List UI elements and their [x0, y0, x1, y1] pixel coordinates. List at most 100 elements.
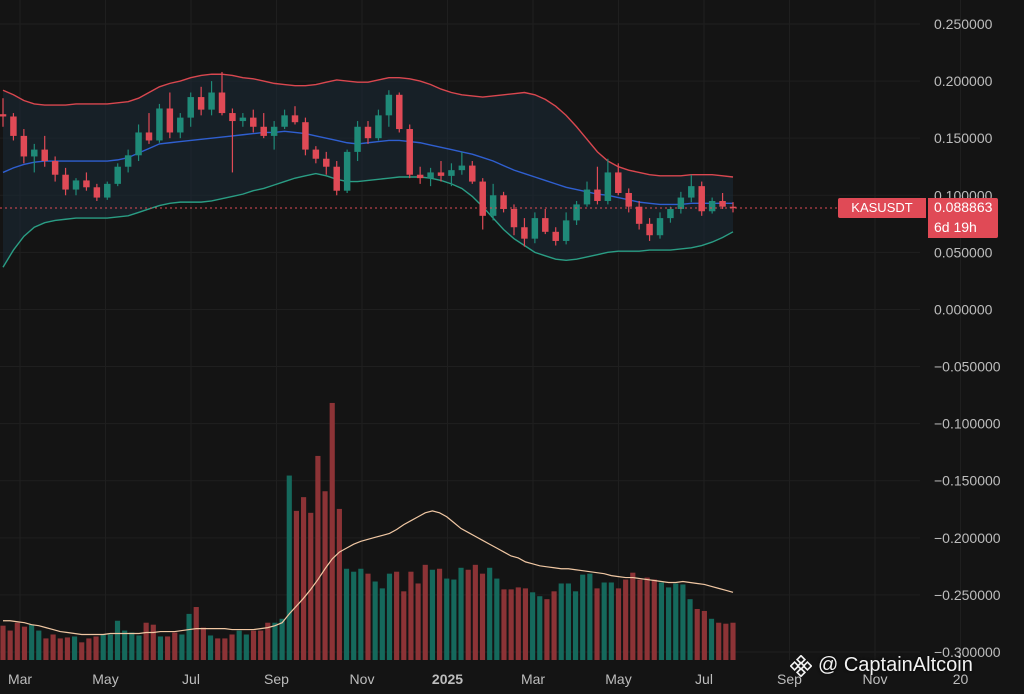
candle: [677, 191, 685, 214]
candle: [135, 124, 142, 162]
volume-bar: [394, 571, 400, 660]
candle: [0, 98, 7, 127]
volume-bar: [630, 572, 636, 660]
candle: [166, 92, 174, 139]
bollinger-upper-line: [2, 73, 734, 178]
volume-bar: [422, 564, 428, 660]
volume-bar: [365, 573, 371, 660]
volume-bar: [129, 632, 135, 660]
x-tick-label: Mar: [521, 671, 545, 687]
volume-bar: [487, 567, 493, 660]
x-tick-label: Sep: [264, 671, 289, 687]
bollinger-bands: [2, 73, 734, 268]
candle: [573, 200, 580, 225]
time-axis[interactable]: Mar May Jul Sep Nov 2025 Mar May Jul Sep Nov 20: [8, 671, 969, 687]
volume-bar: [694, 608, 700, 660]
volume-bar: [730, 622, 736, 660]
x-tick-label: Mar: [8, 671, 32, 687]
volume-bar: [615, 588, 622, 660]
volume-bar: [658, 582, 665, 660]
y-tick-label: −0.300000: [934, 644, 1001, 660]
candle: [312, 146, 320, 164]
volume-panel: [0, 402, 736, 660]
volume-bar: [608, 582, 614, 660]
y-tick-label: −0.100000: [934, 416, 1001, 432]
volume-bar: [200, 627, 206, 660]
candle: [448, 163, 455, 187]
volume-bar: [93, 636, 99, 660]
volume-bar: [358, 568, 364, 660]
candle: [20, 129, 28, 164]
price-axis[interactable]: 0.2500000.2000000.1500000.1000000.050000…: [934, 16, 1001, 660]
volume-bar: [429, 569, 435, 660]
y-tick-label: 0.150000: [934, 130, 993, 146]
volume-bar: [315, 455, 321, 660]
volume-bar: [86, 638, 92, 660]
candle: [427, 167, 434, 187]
candle: [479, 178, 486, 230]
candle: [625, 188, 632, 213]
volume-bar: [544, 599, 550, 660]
volume-bar: [515, 587, 521, 660]
volume-bar: [172, 632, 178, 660]
volume-bar: [601, 582, 607, 660]
volume-bar: [7, 630, 13, 660]
candle: [343, 149, 351, 193]
volume-bar: [651, 579, 657, 660]
x-tick-label: Nov: [350, 671, 375, 687]
volume-bar: [336, 508, 342, 660]
candle: [218, 71, 226, 116]
x-tick-label: Sep: [777, 671, 802, 687]
candle: [604, 158, 612, 205]
y-tick-label: −0.200000: [934, 530, 1001, 546]
candle: [62, 167, 69, 196]
volume-bar: [522, 588, 529, 660]
watermark-text: @ CaptainAltcoin: [818, 654, 973, 676]
volume-bar: [329, 402, 335, 660]
volume-bar: [401, 591, 407, 660]
volume-bar: [594, 588, 600, 660]
volume-bar: [279, 618, 285, 660]
candle: [594, 166, 601, 205]
candle: [396, 92, 403, 133]
volume-bar: [79, 642, 85, 660]
volume-bar: [293, 510, 300, 660]
y-tick-label: −0.250000: [934, 587, 1001, 603]
candle: [270, 121, 278, 150]
x-tick-label: Jul: [182, 671, 200, 687]
y-tick-label: −0.150000: [934, 473, 1001, 489]
candle: [615, 163, 622, 196]
y-tick-label: 0.050000: [934, 244, 993, 260]
y-tick-label: −0.050000: [934, 359, 1001, 375]
volume-bar: [444, 578, 450, 660]
x-tick-label: 2025: [432, 671, 463, 687]
volume-bar: [207, 635, 214, 660]
candle: [698, 181, 705, 216]
volume-bar: [250, 630, 257, 660]
volume-bar: [0, 625, 6, 660]
volume-bar: [472, 564, 478, 660]
last-price-box: 0.088863 6d 19h: [928, 197, 998, 238]
volume-bar: [551, 591, 557, 660]
volume-bar: [436, 568, 443, 660]
volume-bar: [379, 588, 385, 660]
volume-bar: [637, 579, 643, 660]
candlestick-series: [0, 71, 737, 247]
x-tick-label: May: [605, 671, 631, 687]
candle: [552, 227, 559, 246]
volume-bar: [243, 634, 249, 660]
symbol-label: KASUSDT: [838, 197, 926, 218]
volume-bar: [322, 491, 328, 660]
volume-bar: [122, 630, 128, 660]
volume-bar: [565, 583, 571, 660]
volume-bar: [580, 574, 586, 660]
candle: [93, 183, 101, 201]
candle: [416, 166, 424, 184]
candle: [177, 113, 184, 139]
candle: [656, 212, 664, 239]
volume-bar: [386, 573, 393, 660]
bollinger-lower-line: [2, 172, 734, 268]
candle: [145, 113, 153, 144]
candle: [291, 106, 299, 125]
